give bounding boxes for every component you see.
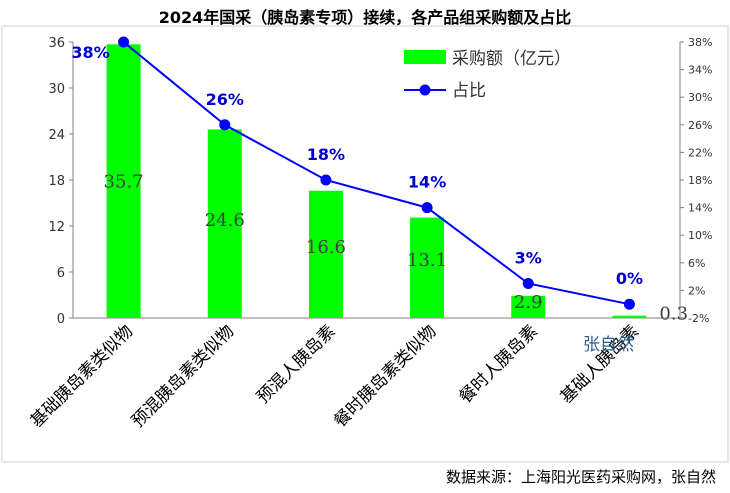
bar-value-label: 13.1 [407, 250, 447, 271]
y-right-tick-label: -2% [688, 312, 709, 325]
y-right-tick-label: 34% [688, 64, 712, 77]
source-note: 数据来源：上海阳光医药采购网，张自然 [445, 468, 716, 486]
share-point [623, 298, 635, 310]
bar [511, 295, 546, 318]
share-point [219, 119, 231, 131]
y-right-tick-label: 26% [688, 119, 712, 132]
bar [612, 315, 647, 318]
y-left-tick-label: 30 [48, 82, 65, 97]
share-value-label: 0% [616, 269, 643, 288]
share-point [522, 278, 534, 289]
share-point [421, 202, 433, 214]
category-label: 餐时人胰岛素 [456, 321, 542, 407]
bar-value-label: 35.7 [104, 172, 144, 193]
category-label: 基础胰岛素类似物 [27, 321, 137, 431]
chart-frame [1, 25, 729, 463]
share-value-label: 14% [408, 173, 446, 192]
category-label: 预混胰岛素类似物 [128, 321, 238, 431]
bar-value-label: 0.3 [659, 304, 688, 325]
category-label: 餐时胰岛素类似物 [330, 321, 440, 431]
y-left-tick-label: 12 [48, 220, 65, 235]
y-left-tick-label: 36 [48, 36, 65, 51]
y-left-tick-label: 24 [48, 128, 65, 143]
y-right-tick-label: 18% [688, 174, 712, 187]
bar [207, 129, 242, 318]
bar-value-label: 2.9 [514, 292, 543, 313]
legend-line-label: 占比 [452, 81, 486, 101]
share-value-label: 18% [307, 145, 345, 164]
share-value-label: 26% [206, 90, 244, 109]
bar [308, 190, 343, 318]
y-right-tick-label: 38% [688, 36, 712, 49]
share-point [118, 36, 130, 48]
bar [410, 217, 445, 318]
share-point [320, 174, 332, 186]
share-value-label: 38% [71, 43, 109, 62]
legend-bar-swatch [404, 50, 446, 64]
share-value-label: 3% [515, 249, 542, 268]
y-right-tick-label: 14% [688, 202, 712, 215]
y-left-tick-label: 18 [48, 174, 65, 189]
watermark-text: 张自然 [583, 335, 634, 355]
y-left-tick-label: 0 [57, 312, 65, 327]
bar-value-label: 24.6 [205, 210, 245, 231]
chart-title: 2024年国采（胰岛素专项）接续，各产品组采购额及占比 [158, 8, 572, 27]
y-right-tick-label: 2% [688, 284, 705, 297]
share-line [122, 41, 630, 306]
bar-value-label: 16.6 [306, 237, 346, 258]
legend-bar-label: 采购额（亿元） [452, 49, 571, 69]
y-right-tick-label: 6% [688, 257, 705, 270]
category-label: 预混人胰岛素 [253, 321, 339, 407]
y-right-tick-label: 30% [688, 91, 712, 104]
bar [106, 44, 141, 319]
legend-line-marker [419, 84, 431, 96]
y-right-tick-label: 10% [688, 229, 712, 242]
y-left-tick-label: 6 [57, 266, 65, 281]
y-right-tick-label: 22% [688, 146, 712, 159]
